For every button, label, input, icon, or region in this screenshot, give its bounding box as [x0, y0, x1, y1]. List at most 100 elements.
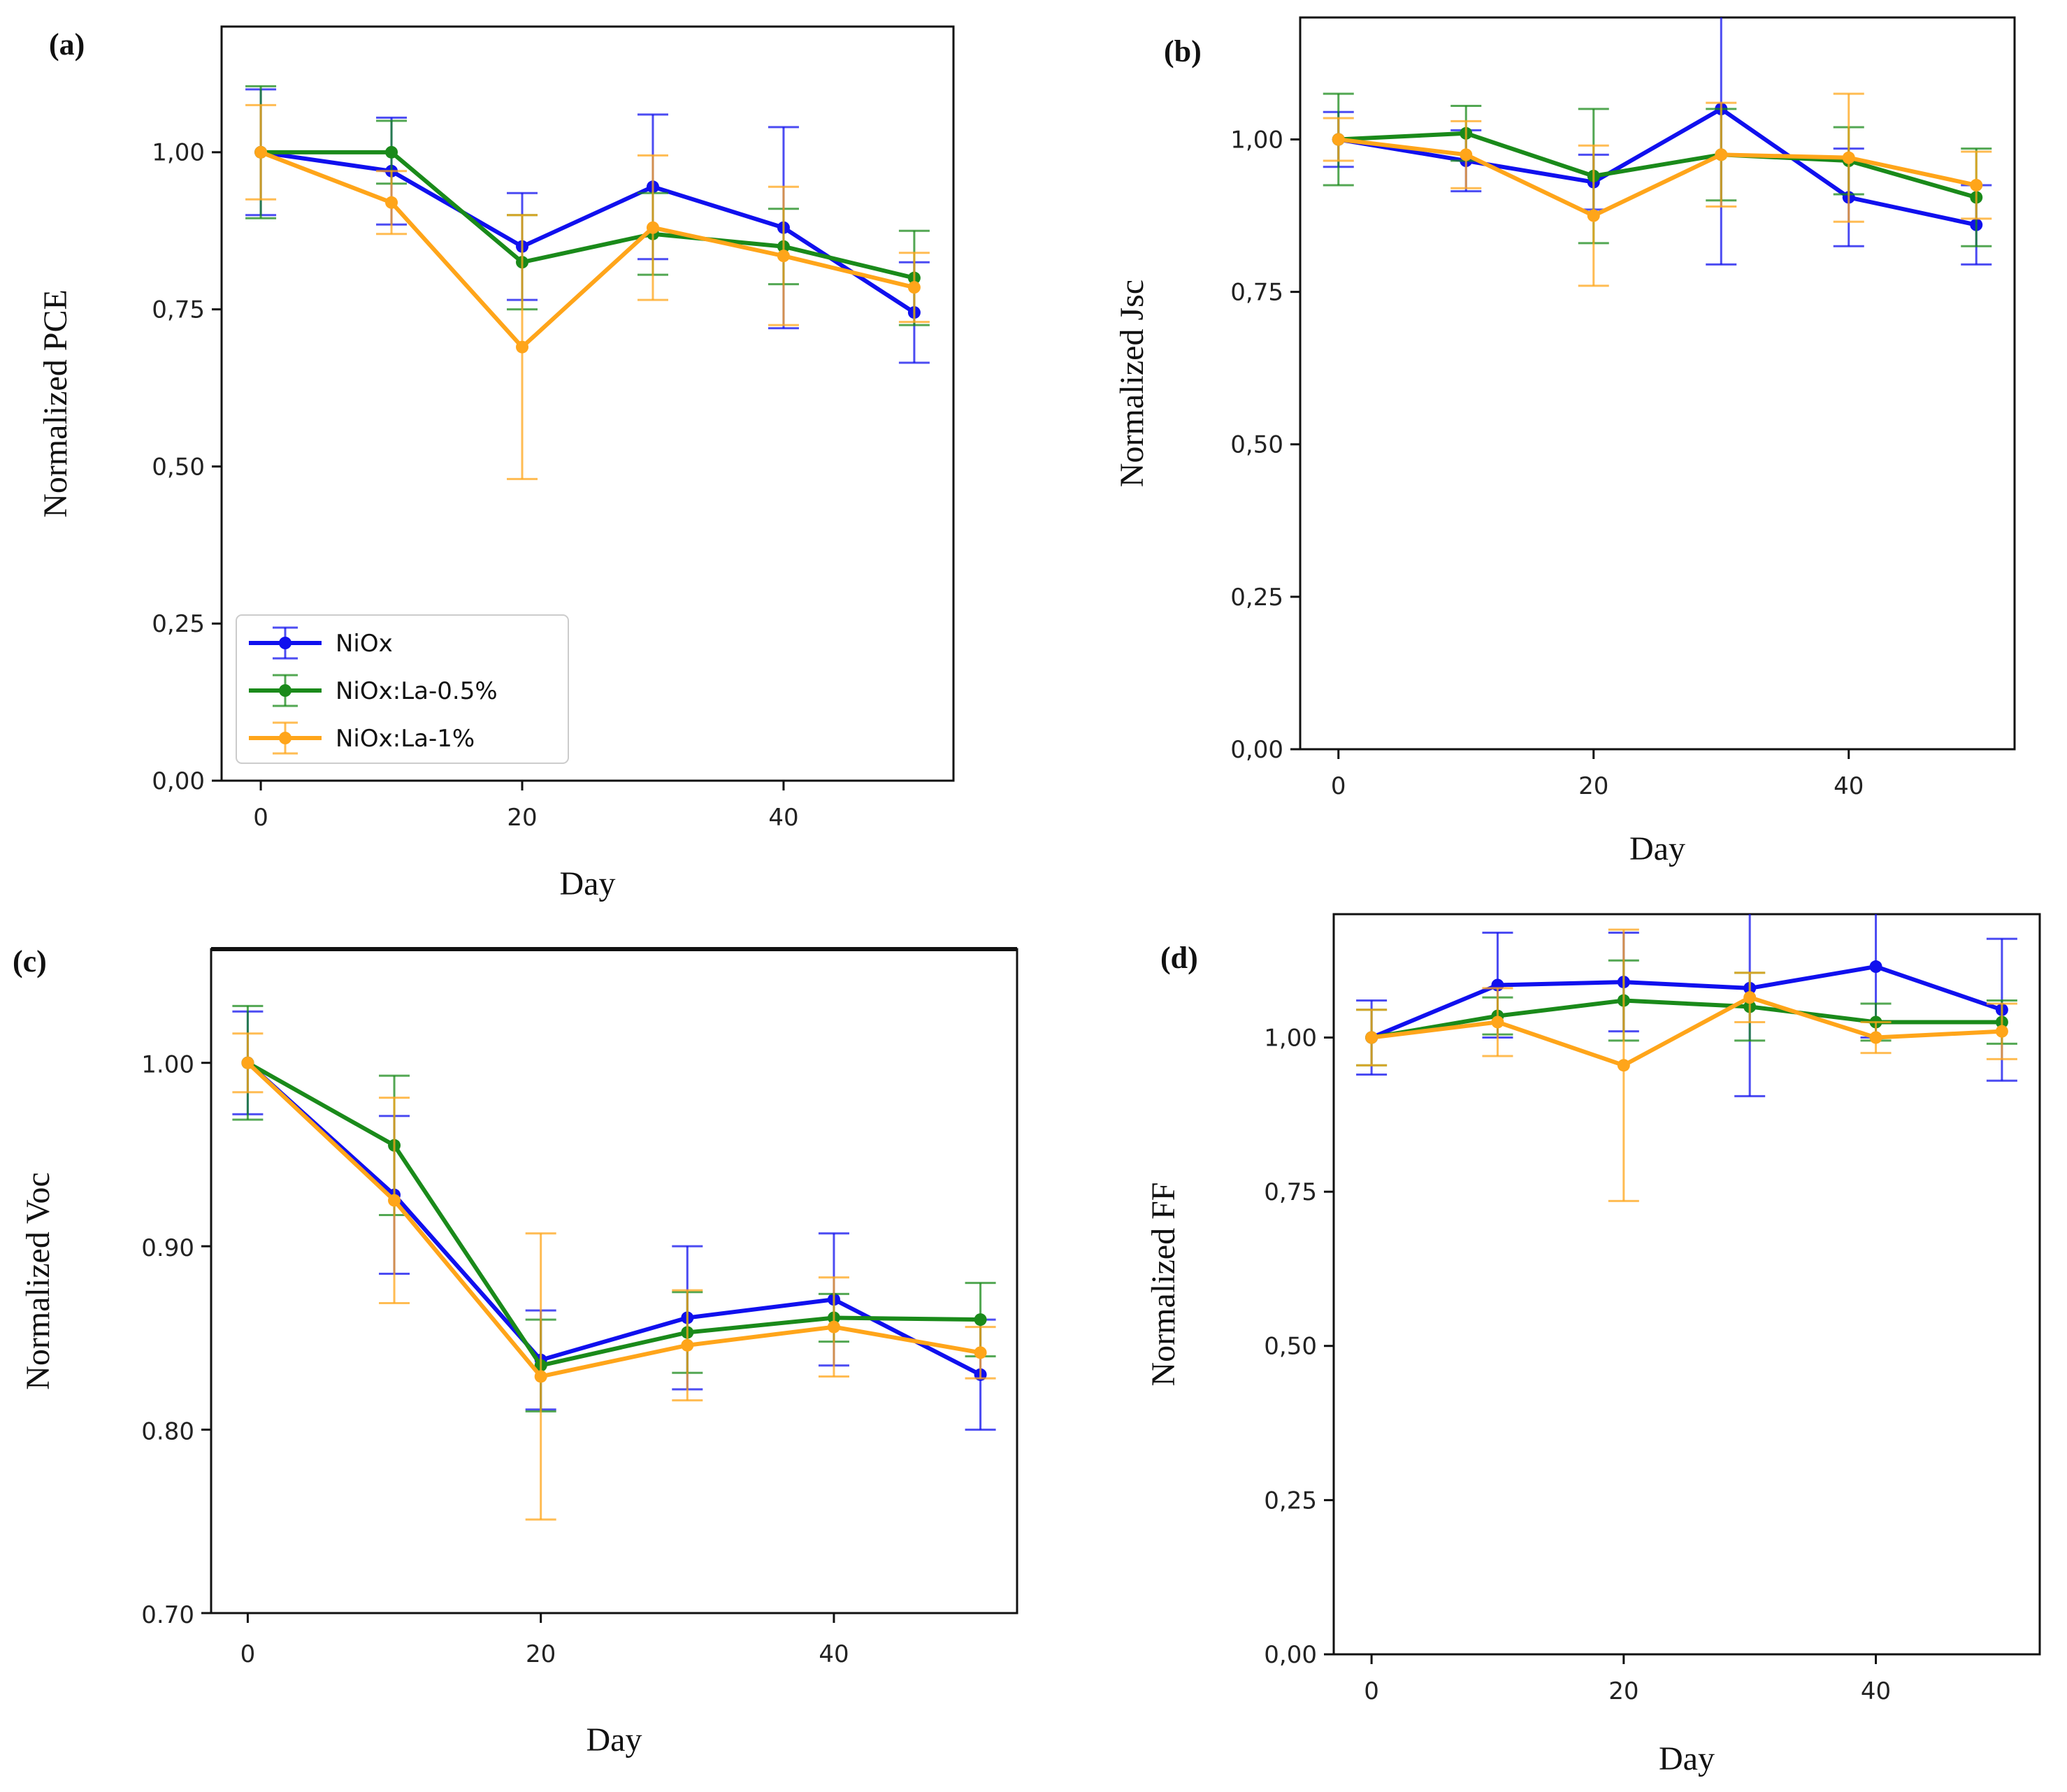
series-line	[261, 150, 915, 280]
data-point	[385, 196, 398, 209]
data-point	[907, 281, 921, 294]
plot-area	[245, 85, 930, 480]
x-axis-label: Day	[586, 1721, 642, 1758]
y-tick-label: 0.70	[141, 1601, 194, 1629]
series-niox-la-1-	[1323, 92, 1992, 287]
y-axis-label: Normalized Jsc	[1114, 280, 1151, 487]
y-tick-label: 0,50	[1230, 431, 1283, 459]
y-tick-label: 0,00	[1264, 1641, 1317, 1669]
data-point	[1970, 178, 1983, 192]
series-niox	[1356, 914, 2017, 1097]
x-tick-label: 0	[240, 1640, 256, 1668]
data-point	[388, 1194, 401, 1207]
x-tick-label: 0	[1364, 1677, 1379, 1705]
y-tick-label: 1,00	[1230, 126, 1283, 154]
data-point	[1995, 1025, 2008, 1038]
series-niox	[245, 88, 930, 364]
plot-frame	[1299, 16, 2016, 751]
x-axis-label: Day	[1659, 1740, 1715, 1777]
data-point	[1869, 1031, 1882, 1044]
series-niox-la-0-5-	[1323, 92, 1992, 247]
panel-title: (b)	[1164, 34, 1202, 68]
data-point	[1715, 148, 1728, 161]
plot-area	[1323, 17, 1992, 287]
series-line	[246, 1061, 981, 1368]
series-niox-la-1-	[1356, 928, 2017, 1202]
y-tick-label: 1,00	[152, 139, 205, 167]
data-point	[385, 145, 398, 159]
y-tick-label: 1.00	[141, 1051, 194, 1079]
y-tick-label: 0,75	[152, 296, 205, 324]
panel-d: 0,00 0,25 0,50 0,75 1,00 0 20 40 Day Normalized F…	[1145, 913, 2041, 1777]
panel-c: 0.70 0.80 0.90 1.00 0 20 40 Day Normalized Voc (c…	[13, 944, 1018, 1758]
legend-item: NiOx	[249, 626, 393, 660]
y-tick-label: 1,00	[1264, 1024, 1317, 1052]
y-tick-label: 0,25	[1264, 1487, 1317, 1515]
series-niox	[1323, 17, 1992, 266]
series-line	[1338, 137, 1977, 218]
panel-title: (d)	[1160, 941, 1198, 975]
data-point	[241, 1056, 254, 1069]
data-point	[1587, 209, 1600, 222]
data-point	[254, 145, 268, 159]
legend-label: NiOx:La-1%	[336, 725, 475, 753]
x-tick-label: 20	[1608, 1677, 1639, 1705]
x-tick-label: 40	[1834, 772, 1864, 800]
x-tick-label: 0	[1331, 772, 1346, 800]
series-niox-la-1-	[232, 1032, 996, 1521]
x-tick-label: 0	[253, 804, 268, 832]
panel-title: (c)	[13, 944, 47, 978]
x-axis-label: Day	[560, 865, 616, 902]
data-point	[1842, 151, 1855, 164]
y-tick-label: 0,00	[1230, 736, 1283, 764]
y-axis-label: Normalized PCE	[37, 289, 74, 518]
series-line	[260, 150, 916, 315]
data-point	[1491, 1016, 1504, 1029]
data-point	[777, 250, 790, 263]
legend-marker	[279, 637, 291, 649]
data-point	[1460, 148, 1473, 161]
plot-frame	[210, 948, 1018, 1614]
data-point	[516, 340, 529, 354]
series-niox-la-0-5-	[232, 1004, 996, 1412]
data-point	[1743, 991, 1757, 1004]
y-tick-label: 0,00	[152, 767, 205, 795]
data-point	[974, 1346, 987, 1359]
series-line	[1338, 131, 1978, 200]
series-line	[1370, 964, 2003, 1040]
y-tick-label: 0,50	[1264, 1333, 1317, 1361]
y-tick-label: 0,25	[152, 610, 205, 638]
data-point	[646, 221, 659, 234]
y-axis-label: Normalized FF	[1145, 1183, 1182, 1387]
x-tick-label: 40	[1861, 1677, 1891, 1705]
panel-a: 0,00 0,25 0,50 0,75 1,00 0 20 40 Day Normalized P…	[37, 25, 955, 902]
data-point	[1869, 960, 1882, 974]
series-line	[246, 1061, 981, 1377]
legend-box	[236, 614, 569, 764]
x-axis-label: Day	[1629, 830, 1685, 867]
plot-frame	[220, 25, 955, 782]
y-tick-label: 0,75	[1230, 279, 1283, 307]
x-tick-label: 40	[819, 1640, 849, 1668]
data-point	[681, 1338, 694, 1352]
series-niox-la-0-5-	[1356, 959, 2017, 1067]
panel-b: 0,00 0,25 0,50 0,75 1,00 0 20 40 Day Normalized J…	[1114, 16, 2016, 867]
data-point	[827, 1320, 840, 1334]
panel-title: (a)	[49, 27, 85, 62]
series-niox-la-1-	[245, 103, 930, 480]
series-line	[1371, 998, 2002, 1040]
legend-label: NiOx	[336, 630, 393, 658]
series-line	[1371, 995, 2003, 1068]
legend-marker	[279, 732, 291, 744]
x-tick-label: 40	[768, 804, 798, 832]
data-point	[534, 1370, 547, 1383]
series-line	[260, 150, 915, 349]
series-niox	[232, 1010, 996, 1431]
legend-item: NiOx:La-0.5%	[249, 674, 498, 707]
y-tick-label: 0.90	[141, 1234, 194, 1262]
series-line	[1338, 106, 1977, 227]
data-point	[1617, 1059, 1630, 1072]
y-tick-label: 0.80	[141, 1418, 194, 1446]
y-tick-label: 0,25	[1230, 584, 1283, 612]
